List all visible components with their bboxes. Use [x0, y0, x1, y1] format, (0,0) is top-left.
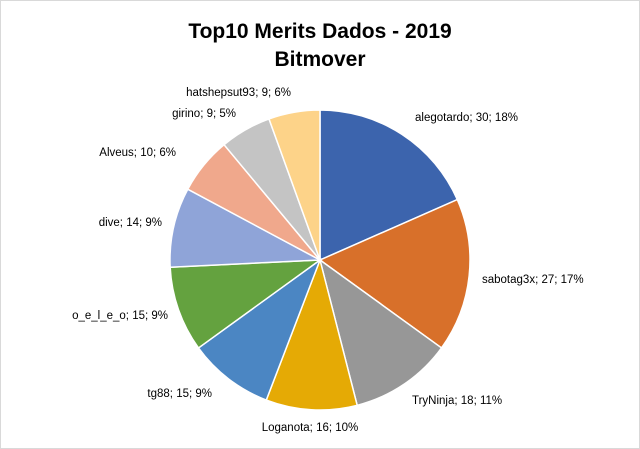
pie-slice-loganota [265, 257, 359, 411]
pie-slice-o-e-l-e-o [169, 259, 323, 349]
chart-subtitle: Bitmover [274, 48, 366, 71]
pie-slice-tryninja [318, 258, 443, 407]
data-label-alveus: Alveus; 10; 6% [99, 147, 176, 159]
data-label-dive: dive; 14; 9% [99, 217, 162, 229]
chart-title: Top10 Merits Dados - 2019 [188, 20, 452, 43]
data-label-sabotag3x: sabotag3x; 27; 17% [482, 274, 584, 286]
data-label-loganota: Loganota; 16; 10% [262, 422, 359, 434]
pie-slice-sabotag3x [318, 198, 471, 349]
data-label-tryninja: TryNinja; 18; 11% [412, 395, 502, 407]
data-label-hatshepsut93: hatshepsut93; 9; 6% [186, 87, 291, 99]
pie-slice-alegotardo [319, 109, 459, 262]
data-label-alegotardo: alegotardo; 30; 18% [415, 112, 518, 124]
data-label-o-e-l-e-o: o_e_l_e_o; 15; 9% [72, 310, 168, 322]
pie-slice-hatshepsut93 [268, 109, 321, 261]
pie-slice-tg88 [197, 257, 322, 402]
data-label-girino: girino; 9; 5% [172, 108, 236, 120]
data-label-tg88: tg88; 15; 9% [147, 388, 212, 400]
